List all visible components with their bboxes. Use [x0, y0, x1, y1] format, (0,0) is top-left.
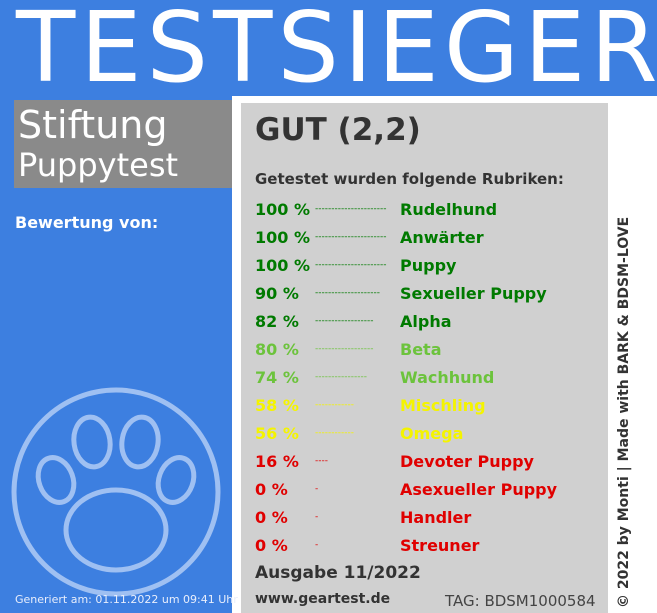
rating-percent: 58 %: [255, 396, 299, 415]
rating-leader-line: ----------------------: [315, 260, 387, 270]
rating-category: Asexueller Puppy: [400, 480, 558, 499]
rating-leader-line: --------------------: [315, 288, 380, 298]
rating-leader-line: ------------------: [315, 316, 374, 326]
overall-grade: GUT (2,2): [255, 112, 421, 148]
test-tag: TAG: BDSM1000584: [445, 592, 596, 610]
title-banner: TESTSIEGER: [0, 0, 657, 104]
rating-leader-line: ----------------: [315, 372, 367, 382]
rating-row: 74 % ---------------- Wachhund: [255, 368, 605, 394]
rating-panel: GUT (2,2) Getestet wurden folgende Rubri…: [241, 103, 608, 613]
rating-category: Streuner: [400, 536, 480, 555]
rating-row: 0 % - Asexueller Puppy: [255, 480, 605, 506]
banner-title: TESTSIEGER: [16, 0, 657, 104]
rating-row: 58 % ------------ Mischling: [255, 396, 605, 422]
rating-row: 100 % ---------------------- Puppy: [255, 256, 605, 282]
rating-category: Omega: [400, 424, 464, 443]
rating-percent: 74 %: [255, 368, 299, 387]
rating-percent: 100 %: [255, 256, 310, 275]
rating-category: Sexueller Puppy: [400, 284, 547, 303]
rating-row: 90 % -------------------- Sexueller Puppy: [255, 284, 605, 310]
rating-row: 0 % - Handler: [255, 508, 605, 534]
brand-box: Stiftung Puppytest: [14, 100, 232, 188]
rating-leader-line: ------------: [315, 428, 354, 438]
rating-category: Wachhund: [400, 368, 495, 387]
rating-row: 56 % ------------ Omega: [255, 424, 605, 450]
rating-percent: 56 %: [255, 424, 299, 443]
rating-row: 100 % ---------------------- Anwärter: [255, 228, 605, 254]
rating-category: Beta: [400, 340, 442, 359]
rating-leader-line: -: [315, 484, 319, 494]
rating-percent: 82 %: [255, 312, 299, 331]
brand-name-line2: Puppytest: [18, 146, 179, 184]
rating-percent: 100 %: [255, 200, 310, 219]
rating-percent: 0 %: [255, 480, 288, 499]
issue-label: Ausgabe 11/2022: [255, 563, 421, 583]
rating-leader-line: -: [315, 512, 319, 522]
rating-category: Anwärter: [400, 228, 484, 247]
rating-category: Alpha: [400, 312, 452, 331]
rating-percent: 90 %: [255, 284, 299, 303]
rating-category: Handler: [400, 508, 472, 527]
rating-leader-line: ----: [315, 456, 328, 466]
rating-row: 100 % ---------------------- Rudelhund: [255, 200, 605, 226]
rating-percent: 16 %: [255, 452, 299, 471]
rating-category: Mischling: [400, 396, 486, 415]
rated-by-label: Bewertung von:: [15, 213, 159, 232]
rating-row: 0 % - Streuner: [255, 536, 605, 562]
brand-name-line1: Stiftung: [18, 103, 168, 147]
rating-category: Devoter Puppy: [400, 452, 534, 471]
website-link[interactable]: www.geartest.de: [255, 591, 391, 607]
categories-intro: Getestet wurden folgende Rubriken:: [255, 170, 564, 188]
rating-row: 80 % ------------------ Beta: [255, 340, 605, 366]
rating-leader-line: ------------------: [315, 344, 374, 354]
rating-leader-line: ----------------------: [315, 232, 387, 242]
rating-percent: 0 %: [255, 536, 288, 555]
rating-row: 82 % ------------------ Alpha: [255, 312, 605, 338]
generated-timestamp: Generiert am: 01.11.2022 um 09:41 Uhr: [15, 593, 238, 606]
rating-percent: 0 %: [255, 508, 288, 527]
copyright-notice: © 2022 by Monti | Made with BARK & BDSM-…: [616, 216, 632, 608]
rating-row: 16 % ---- Devoter Puppy: [255, 452, 605, 478]
left-panel: Stiftung Puppytest Bewertung von: Generi…: [0, 96, 238, 613]
rating-category: Rudelhund: [400, 200, 498, 219]
rating-leader-line: ----------------------: [315, 204, 387, 214]
rating-category: Puppy: [400, 256, 457, 275]
paw-icon: [11, 387, 221, 597]
rating-percent: 100 %: [255, 228, 310, 247]
rating-leader-line: ------------: [315, 400, 354, 410]
rating-percent: 80 %: [255, 340, 299, 359]
rating-leader-line: -: [315, 540, 319, 550]
